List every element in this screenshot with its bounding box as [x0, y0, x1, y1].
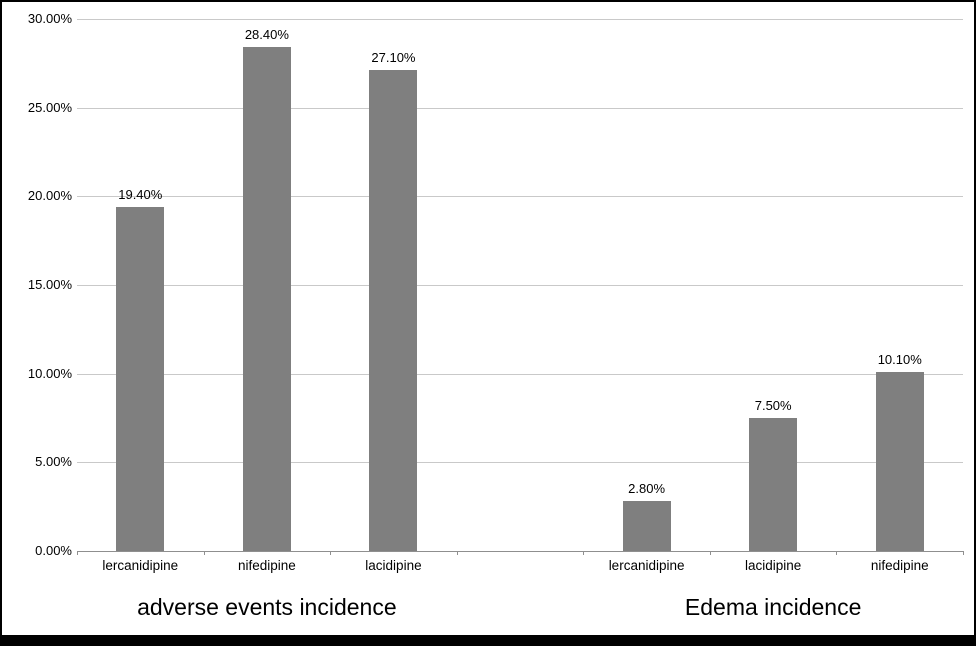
bar-value-label: 2.80%: [628, 481, 666, 496]
bar-value-label: 19.40%: [118, 187, 163, 202]
group-title-adverse-events: adverse events incidence: [137, 594, 397, 620]
category-label: nifedipine: [870, 558, 929, 573]
x-axis-line: [77, 551, 963, 552]
bar-slot: 27.10%: [330, 19, 457, 551]
bottom-border-band: [2, 635, 974, 644]
bar: [116, 207, 165, 551]
axis-tick: [204, 551, 205, 555]
bar-value-label: 10.10%: [877, 352, 922, 367]
bar-value-label: 28.40%: [244, 27, 289, 42]
bar-slot: 2.80%: [583, 19, 710, 551]
bars-row: 19.40% 28.40% 27.10% 2.80% 7.50% 10.10%: [77, 19, 963, 551]
gridline: [77, 374, 963, 375]
y-tick-label: 10.00%: [27, 366, 72, 381]
category-label: nifedipine: [237, 558, 296, 573]
gridline: [77, 285, 963, 286]
axis-tick: [836, 551, 837, 555]
y-tick-label: 20.00%: [27, 188, 72, 203]
bar: [369, 70, 418, 551]
bar-slot: 19.40%: [77, 19, 204, 551]
category-label: lacidipine: [745, 558, 802, 573]
y-tick-label: 25.00%: [27, 100, 72, 115]
bar-value-label: 27.10%: [371, 50, 416, 65]
gridline: [77, 196, 963, 197]
category-label: lercanidipine: [102, 558, 179, 573]
axis-tick: [77, 551, 78, 555]
gridline: [77, 462, 963, 463]
bar: [749, 418, 798, 551]
axis-tick: [710, 551, 711, 555]
bar-slot: 7.50%: [710, 19, 837, 551]
bar-slot: 28.40%: [204, 19, 331, 551]
category-label: lercanidipine: [608, 558, 685, 573]
bar: [242, 47, 291, 551]
bar: [622, 501, 671, 551]
bar-slot: 10.10%: [836, 19, 963, 551]
group-title-edema: Edema incidence: [684, 594, 862, 620]
category-label: lacidipine: [365, 558, 422, 573]
axis-tick: [583, 551, 584, 555]
gridline: [77, 19, 963, 20]
bar-value-label: 7.50%: [754, 398, 792, 413]
bar: [875, 372, 924, 551]
category-label: [457, 558, 584, 573]
x-axis-labels: lercanidipine nifedipine lacidipine lercani…: [77, 558, 963, 573]
y-axis: 30.00% 25.00% 20.00% 15.00% 10.00% 5.00% 0.00%: [2, 2, 72, 644]
axis-tick: [330, 551, 331, 555]
axis-tick: [457, 551, 458, 555]
group-titles: adverse events incidence Edema incidence: [77, 594, 963, 621]
y-tick-label: 30.00%: [27, 11, 72, 26]
y-tick-label: 0.00%: [35, 543, 72, 558]
plot-area: 19.40% 28.40% 27.10% 2.80% 7.50% 10.10%: [77, 19, 964, 555]
y-tick-label: 15.00%: [27, 277, 72, 292]
axis-tick: [963, 551, 964, 555]
gridline: [77, 108, 963, 109]
y-tick-label: 5.00%: [35, 454, 72, 469]
empty-slot: [457, 19, 584, 551]
